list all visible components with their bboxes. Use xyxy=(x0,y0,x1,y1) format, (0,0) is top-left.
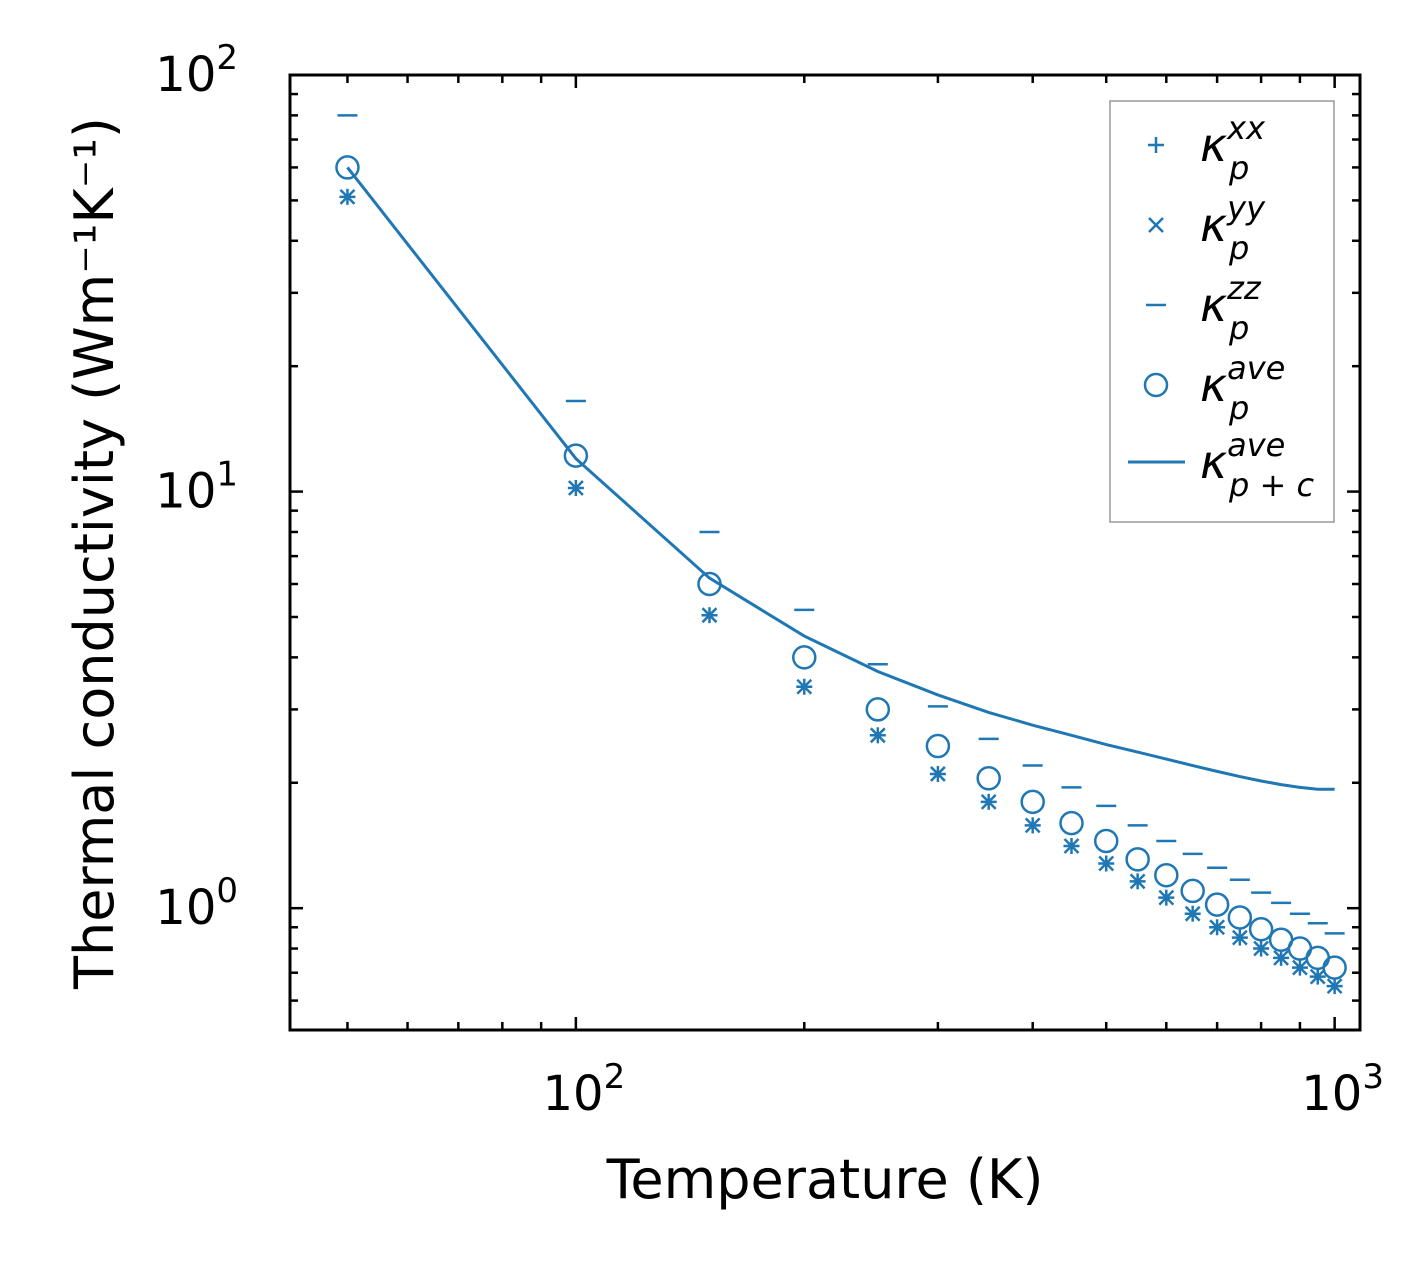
point-kappa-p-ave xyxy=(1322,955,1347,980)
point-kappa-p-ave xyxy=(1020,789,1045,815)
x-axis-label: Temperature (K) xyxy=(606,1148,1044,1211)
legend-label: κzz p xyxy=(1200,269,1262,347)
y-tick-label: 101 xyxy=(155,455,238,520)
point-kappa-p-ave xyxy=(1227,905,1253,930)
legend-entry: κzz p xyxy=(1146,269,1262,347)
point-kappa-p-yy xyxy=(1309,968,1326,985)
point-kappa-p-yy xyxy=(1253,940,1269,957)
y-axis-label: Thermal conductivity (Wm⁻¹K⁻¹) xyxy=(63,117,126,990)
legend-entry: κave p xyxy=(1143,349,1285,427)
point-kappa-p-yy xyxy=(567,480,584,496)
point-kappa-p-ave xyxy=(865,697,891,722)
point-kappa-p-yy xyxy=(339,188,356,205)
point-kappa-p-ave xyxy=(697,571,722,597)
y-tick-labels: 100 101 102 xyxy=(155,38,238,936)
point-kappa-p-yy xyxy=(980,793,997,810)
point-kappa-p-yy xyxy=(1209,919,1225,936)
point-kappa-p-yy xyxy=(1326,978,1343,994)
x-tick-label: 103 xyxy=(1301,1057,1384,1122)
legend-swatch xyxy=(1143,372,1169,398)
series-marker-group xyxy=(335,114,1347,995)
legend-label: κave p xyxy=(1200,349,1285,427)
point-kappa-p-ave xyxy=(1204,892,1230,917)
series-kappa-p-c-ave xyxy=(346,166,1335,791)
legend-entry: κxx p xyxy=(1148,109,1266,187)
y-tick-label: 100 xyxy=(155,871,238,936)
point-kappa-p-yy xyxy=(1024,817,1041,834)
point-kappa-p-yy xyxy=(1273,949,1289,966)
point-kappa-p-yy xyxy=(796,678,813,695)
legend-swatch xyxy=(1148,137,1164,153)
point-kappa-p-yy xyxy=(1158,889,1175,906)
legend-entry: κave p + c xyxy=(1128,426,1314,504)
y-tick-label: 102 xyxy=(155,38,238,103)
point-kappa-p-ave xyxy=(1125,847,1150,872)
point-kappa-p-ave xyxy=(1154,862,1179,888)
point-kappa-p-ave xyxy=(1059,810,1084,836)
point-kappa-p-ave xyxy=(925,733,951,759)
plot-area xyxy=(335,114,1347,995)
point-kappa-p-yy xyxy=(701,607,718,624)
legend-label: κave p + c xyxy=(1200,426,1314,504)
point-kappa-p-yy xyxy=(1129,873,1146,890)
point-kappa-p-ave xyxy=(335,155,360,180)
legend-label: κxx p xyxy=(1200,109,1266,187)
point-kappa-p-ave xyxy=(976,766,1001,791)
point-kappa-p-yy xyxy=(869,727,886,744)
legend-swatch xyxy=(1148,217,1164,233)
legend-frame xyxy=(1109,100,1335,523)
x-tick-label: 102 xyxy=(543,1057,626,1122)
point-kappa-p-ave xyxy=(1093,828,1119,854)
point-kappa-p-yy xyxy=(1063,838,1080,854)
point-kappa-p-yy xyxy=(1098,855,1115,872)
point-kappa-p-ave xyxy=(1248,917,1274,942)
point-kappa-p-yy xyxy=(1231,929,1248,946)
x-tick-labels: 102 103 xyxy=(543,1057,1384,1122)
point-kappa-p-yy xyxy=(1292,959,1308,976)
point-kappa-p-yy xyxy=(1184,905,1201,922)
point-kappa-p-ave xyxy=(792,645,817,670)
point-kappa-p-yy xyxy=(930,766,946,782)
series-line-group xyxy=(346,166,1335,791)
legend-entry: κyy p xyxy=(1148,189,1266,267)
point-kappa-p-ave xyxy=(563,443,589,468)
point-kappa-p-ave xyxy=(1305,945,1330,971)
point-kappa-p-ave xyxy=(1180,878,1205,904)
legend-label: κyy p xyxy=(1200,189,1266,267)
plot-frame xyxy=(288,73,1362,1032)
